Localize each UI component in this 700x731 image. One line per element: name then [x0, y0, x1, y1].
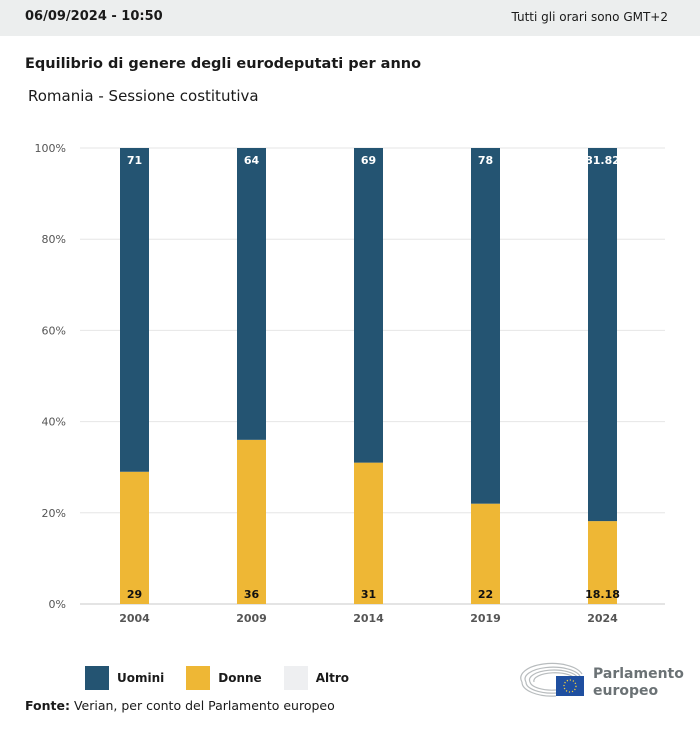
bar-uomini [588, 148, 617, 522]
bar-uomini [237, 148, 266, 440]
chart-title: Equilibrio di genere degli eurodeputati … [25, 56, 422, 72]
y-tick-label: 60% [42, 324, 66, 337]
data-label: 71 [127, 154, 142, 167]
timestamp: 06/09/2024 - 10:50 [25, 9, 163, 24]
data-label: 29 [127, 588, 142, 601]
x-tick-label: 2004 [119, 612, 150, 625]
x-tick-label: 2014 [353, 612, 384, 625]
bar-uomini [354, 148, 383, 463]
data-label: 64 [244, 154, 260, 167]
source-text: Verian, per conto del Parlamento europeo [69, 698, 335, 713]
data-label: 69 [361, 154, 376, 167]
x-tick-label: 2024 [587, 612, 618, 625]
legend-label: Uomini [117, 671, 165, 685]
legend-label: Altro [315, 671, 350, 685]
legend-item-uomini[interactable]: Uomini [85, 666, 164, 690]
bar-donne [120, 471, 149, 604]
bar-donne [354, 462, 383, 604]
header-bar: 06/09/2024 - 10:50 Tutti gli orari sono … [0, 0, 700, 36]
logo-text: Parlamento europeo [593, 666, 684, 700]
chart-subtitle: Romania - Sessione costitutiva [28, 87, 259, 105]
source-note: Fonte: Verian, per conto del Parlamento … [25, 698, 335, 713]
y-tick-label: 100% [35, 142, 66, 155]
bar-donne [237, 439, 266, 604]
bar-donne [588, 521, 617, 604]
y-tick-label: 0% [49, 598, 66, 611]
bar-chart: 0% 20% 40% 60% 80% 100% 29 71 2004 36 64 2009 31 69 20… [35, 142, 665, 625]
data-label: 81.82 [585, 154, 620, 167]
legend-label: Donne [218, 671, 262, 685]
parliament-logo-icon [520, 662, 584, 697]
logo-line1: Parlamento [593, 666, 684, 682]
source-label: Fonte: [25, 698, 70, 713]
data-label: 31 [361, 588, 376, 601]
x-tick-label: 2009 [236, 612, 267, 625]
legend-item-altro[interactable]: Altro [283, 666, 350, 690]
x-tick-label: 2019 [470, 612, 501, 625]
legend-swatch [283, 666, 308, 690]
data-label: 18.18 [585, 588, 620, 601]
y-tick-label: 20% [42, 507, 66, 520]
y-tick-label: 80% [42, 233, 66, 246]
legend: Uomini Donne Altro [85, 666, 371, 690]
logo-line2: europeo [593, 683, 659, 699]
y-tick-label: 40% [42, 416, 66, 429]
data-label: 36 [244, 588, 260, 601]
legend-item-donne[interactable]: Donne [186, 666, 262, 690]
data-label: 78 [478, 154, 493, 167]
bar-uomini [471, 148, 500, 504]
bar-uomini [120, 148, 149, 472]
legend-swatch [85, 666, 109, 690]
timezone-note: Tutti gli orari sono GMT+2 [511, 10, 668, 24]
legend-swatch [186, 666, 211, 690]
data-label: 22 [478, 588, 493, 601]
bar-donne [471, 503, 500, 604]
